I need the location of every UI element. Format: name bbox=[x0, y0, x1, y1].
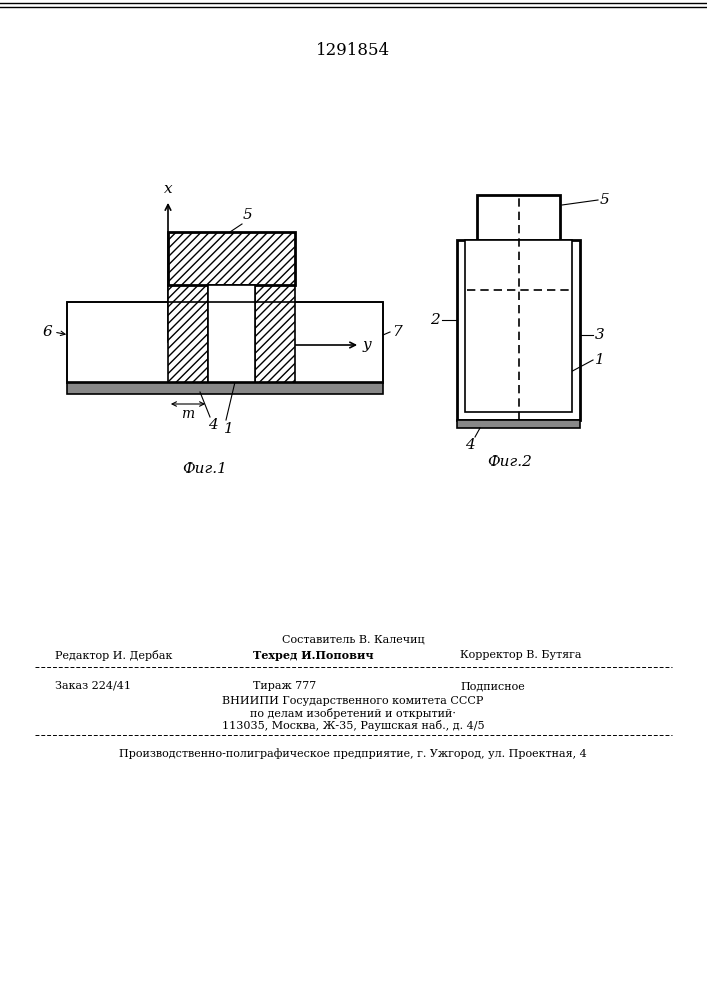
Bar bbox=[457, 240, 580, 420]
Bar bbox=[465, 240, 572, 412]
Bar bbox=[67, 302, 383, 383]
Text: Техред И.Попович: Техред И.Попович bbox=[253, 650, 373, 661]
Text: 1: 1 bbox=[595, 353, 604, 367]
Text: Фиг.1: Фиг.1 bbox=[182, 462, 228, 476]
Text: t: t bbox=[238, 326, 243, 340]
Text: 113035, Москва, Ж-35, Раушская наб., д. 4/5: 113035, Москва, Ж-35, Раушская наб., д. … bbox=[222, 720, 484, 731]
Bar bbox=[168, 232, 295, 285]
Text: по делам изобретений и открытий·: по делам изобретений и открытий· bbox=[250, 708, 456, 719]
Text: 5: 5 bbox=[600, 193, 609, 207]
Text: Корректор В. Бутяга: Корректор В. Бутяга bbox=[460, 650, 581, 660]
Text: 6: 6 bbox=[42, 325, 52, 339]
Text: m: m bbox=[182, 407, 194, 421]
Text: 3: 3 bbox=[595, 328, 604, 342]
Text: ВНИИПИ Государственного комитета СССР: ВНИИПИ Государственного комитета СССР bbox=[222, 696, 484, 706]
Text: Редактор И. Дербак: Редактор И. Дербак bbox=[55, 650, 173, 661]
Text: Фиг.2: Фиг.2 bbox=[488, 455, 532, 469]
Text: Производственно-полиграфическое предприятие, г. Ужгород, ул. Проектная, 4: Производственно-полиграфическое предприя… bbox=[119, 748, 587, 759]
Text: 1291854: 1291854 bbox=[316, 42, 390, 59]
Text: y: y bbox=[363, 338, 372, 352]
Text: Составитель В. Калечиц: Составитель В. Калечиц bbox=[281, 635, 424, 645]
Text: 1: 1 bbox=[224, 422, 234, 436]
Text: 4: 4 bbox=[208, 418, 218, 432]
Text: 2: 2 bbox=[431, 313, 440, 327]
Text: 5: 5 bbox=[243, 208, 253, 222]
Bar bbox=[67, 382, 383, 394]
Bar bbox=[457, 420, 580, 428]
Text: 4: 4 bbox=[465, 438, 475, 452]
Text: 7: 7 bbox=[392, 325, 402, 339]
Text: x: x bbox=[164, 182, 173, 196]
Text: Подписное: Подписное bbox=[460, 681, 525, 691]
Text: Тираж 777: Тираж 777 bbox=[253, 681, 316, 691]
Bar bbox=[208, 285, 255, 382]
Bar bbox=[168, 285, 208, 382]
Bar bbox=[255, 285, 295, 382]
Bar bbox=[67, 302, 383, 383]
Bar bbox=[477, 195, 560, 240]
Text: Заказ 224/41: Заказ 224/41 bbox=[55, 681, 131, 691]
